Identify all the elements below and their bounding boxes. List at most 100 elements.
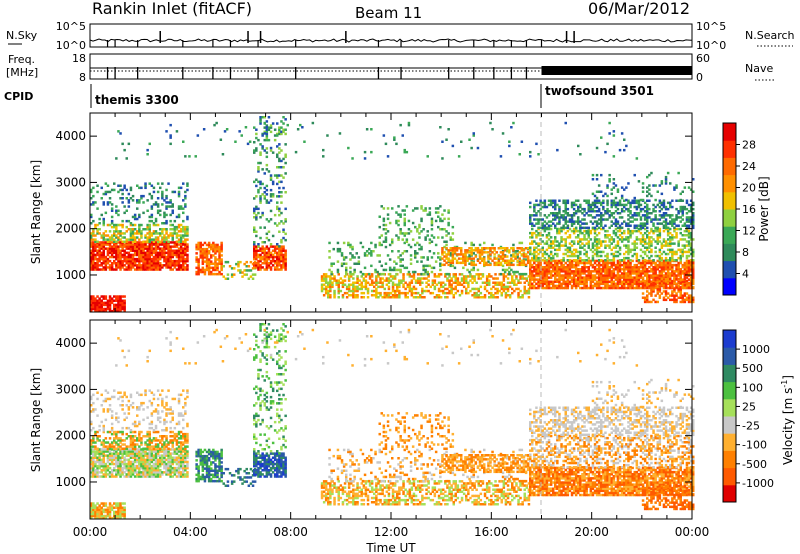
power-cell	[669, 220, 672, 223]
power-cell	[593, 220, 597, 223]
power-cell	[583, 268, 586, 271]
power-cell	[554, 261, 557, 265]
power-cell	[597, 231, 601, 235]
power-cell	[518, 251, 521, 254]
power-cell	[224, 277, 228, 280]
power-cell	[583, 263, 586, 267]
power-cell	[102, 192, 105, 196]
power-cell	[675, 224, 678, 227]
power-cell	[450, 289, 453, 293]
power-cell	[664, 274, 668, 277]
power-cell	[173, 249, 177, 252]
power-cell	[493, 261, 496, 265]
power-cell	[161, 230, 164, 233]
power-cell	[658, 254, 662, 258]
power-cell	[554, 236, 557, 239]
power-cell	[593, 236, 597, 239]
power-cell	[197, 258, 200, 261]
power-cell	[152, 222, 156, 225]
power-cell	[543, 256, 547, 260]
power-cell	[171, 251, 174, 255]
power-cell	[531, 286, 534, 290]
power-cell	[106, 201, 110, 204]
power-cell	[639, 222, 643, 225]
power-cell	[539, 218, 542, 221]
power-cell	[483, 251, 486, 254]
power-cell	[501, 253, 505, 256]
power-cell	[556, 284, 559, 288]
power-cell	[354, 281, 357, 284]
power-cell	[125, 243, 128, 246]
power-cell	[409, 254, 413, 257]
power-cell	[671, 274, 674, 277]
power-cell	[423, 289, 426, 293]
power-cell	[433, 275, 437, 278]
power-cell	[679, 256, 682, 260]
power-cell	[265, 266, 269, 269]
power-cell	[566, 201, 570, 205]
power-cell	[127, 205, 131, 208]
power-cell	[337, 273, 340, 276]
power-cell	[666, 280, 670, 283]
power-cell	[564, 210, 567, 213]
power-cell	[322, 283, 326, 286]
power-cell	[460, 279, 464, 282]
power-cell	[226, 260, 230, 264]
power-cell	[475, 287, 478, 291]
power-cell	[133, 264, 137, 267]
power-cell	[108, 299, 112, 302]
power-cell	[203, 252, 207, 255]
cpid-strip: CPID themis 3300 twofsound 3501	[4, 84, 654, 108]
power-cell	[488, 283, 491, 286]
power-cell	[673, 218, 676, 221]
power-cell	[635, 236, 639, 239]
power-cell	[689, 236, 693, 239]
power-cell	[581, 259, 584, 262]
power-cell	[98, 243, 101, 246]
power-cell	[687, 244, 691, 247]
power-cell	[177, 194, 181, 198]
power-cell	[558, 280, 561, 283]
power-cell	[597, 263, 601, 267]
power-cell	[327, 291, 330, 295]
power-cell	[566, 270, 570, 273]
power-cell	[117, 255, 120, 259]
power-cell	[449, 238, 452, 241]
power-cell	[543, 220, 547, 223]
power-cell	[154, 253, 158, 257]
power-cell	[669, 244, 672, 247]
power-cell	[656, 266, 659, 269]
power-cell	[579, 272, 582, 275]
power-cell	[687, 263, 691, 267]
power-cell	[142, 259, 145, 263]
power-cell	[572, 222, 576, 225]
power-cell	[418, 232, 421, 235]
power-cell	[140, 232, 143, 235]
power-cell	[543, 261, 547, 265]
power-cell	[666, 248, 670, 252]
power-cell	[94, 255, 97, 259]
power-cell	[497, 263, 501, 267]
power-cell	[352, 296, 355, 299]
power-cell	[362, 277, 366, 280]
power-cell	[635, 266, 639, 269]
power-cell	[549, 280, 553, 283]
power-cell	[687, 229, 691, 233]
power-cell	[543, 276, 547, 279]
power-cell	[171, 234, 174, 237]
power-cell	[671, 222, 674, 225]
power-cell	[587, 214, 590, 217]
power-cell	[102, 203, 105, 206]
power-cell	[639, 207, 643, 211]
power-cell	[167, 264, 170, 267]
power-cell	[495, 261, 498, 265]
power-cell	[495, 257, 498, 260]
power-cell	[558, 266, 561, 269]
power-cell	[685, 234, 689, 237]
power-cell	[494, 277, 497, 280]
power-cell	[531, 234, 534, 237]
power-cell	[399, 260, 402, 263]
power-cell	[558, 270, 561, 273]
power-cell	[641, 234, 645, 237]
power-cell	[129, 247, 133, 250]
